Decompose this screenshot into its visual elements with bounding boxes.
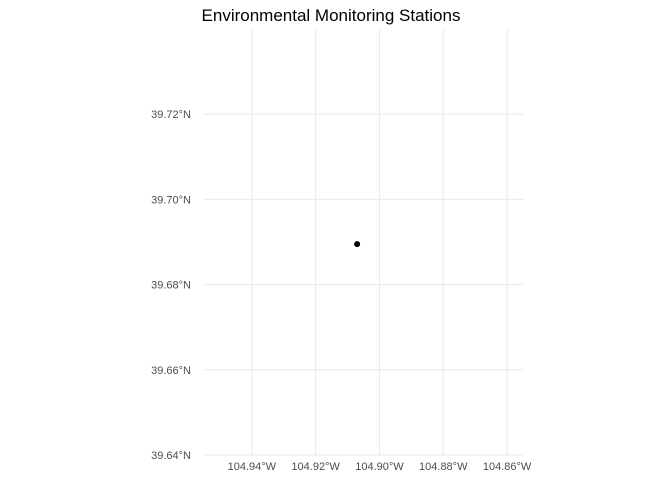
x-tick-label: 104.88°W [419,461,468,473]
y-tick-label: 39.68°N [151,280,191,292]
station-points [354,241,361,248]
x-tick-label: 104.92°W [291,461,340,473]
x-tick-label: 104.90°W [355,461,404,473]
latitude-gridlines [204,113,523,456]
y-tick-label: 39.70°N [151,194,191,206]
y-tick-label: 39.64°N [151,450,191,462]
longitude-gridlines [251,29,508,455]
x-tick-label: 104.94°W [228,461,277,473]
y-tick-label: 39.66°N [151,365,191,377]
latitude-tick-labels: 39.64°N 39.66°N 39.68°N 39.70°N 39.72°N [151,109,191,462]
x-tick-label: 104.86°W [483,461,532,473]
y-tick-label: 39.72°N [151,109,191,121]
station-point[interactable] [354,241,361,248]
longitude-tick-labels: 104.94°W 104.92°W 104.90°W 104.88°W 104.86°W [228,461,532,473]
chart-title: Environmental Monitoring Stations [202,6,461,25]
